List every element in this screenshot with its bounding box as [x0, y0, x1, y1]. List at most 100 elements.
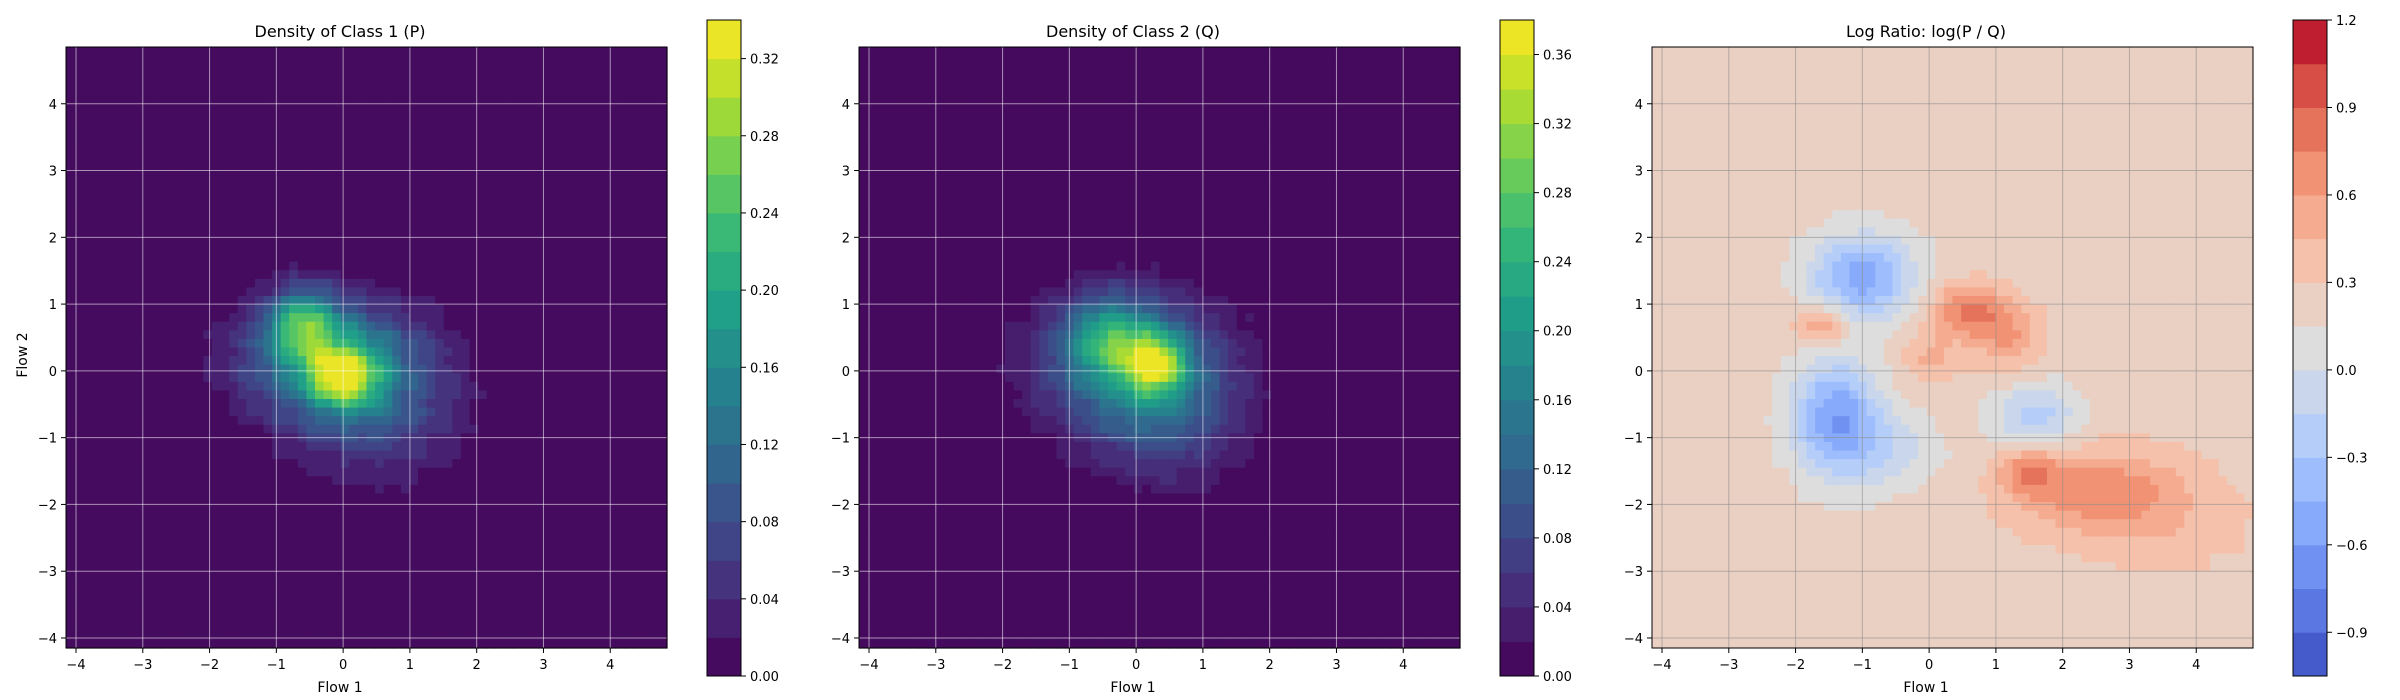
heatmap-cell [563, 562, 574, 572]
heatmap-cell [186, 47, 196, 57]
heatmap-cell [220, 527, 230, 537]
heatmap-cell [649, 356, 660, 366]
heatmap-cell [615, 201, 625, 211]
heatmap-cell [512, 295, 522, 306]
heatmap-cell [649, 72, 660, 82]
heatmap-cell [375, 587, 385, 598]
heatmap-cell [220, 98, 230, 108]
heatmap-cell [108, 287, 119, 297]
heatmap-cell [143, 338, 153, 349]
heatmap-cell [512, 184, 522, 194]
heatmap-cell [349, 347, 359, 357]
heatmap-cell [478, 295, 488, 306]
heatmap-cell [357, 630, 368, 641]
heatmap-cell [572, 416, 582, 426]
heatmap-cell [194, 605, 204, 615]
heatmap-cell [529, 519, 539, 529]
heatmap-cell [366, 587, 376, 598]
heatmap-cell [220, 218, 230, 228]
heatmap-cell [349, 235, 359, 246]
heatmap-cell [108, 89, 119, 100]
heatmap-cell [606, 416, 617, 426]
heatmap-cell [229, 364, 239, 374]
heatmap-cell [478, 167, 488, 177]
heatmap-cell [375, 304, 385, 314]
heatmap-cell [581, 167, 591, 177]
heatmap-cell [521, 579, 531, 589]
heatmap-cell [332, 55, 342, 65]
heatmap-cell [117, 184, 127, 194]
heatmap-cell [177, 459, 187, 469]
heatmap-cell [452, 201, 462, 211]
heatmap-cell [340, 364, 350, 374]
heatmap-cell [443, 261, 453, 271]
heatmap-cell [624, 81, 634, 91]
heatmap-cell [177, 210, 187, 220]
heatmap-cell [323, 553, 333, 563]
heatmap-cell [443, 304, 453, 314]
heatmap-cell [186, 64, 196, 74]
heatmap-cell [529, 55, 539, 65]
heatmap-cell [160, 639, 170, 649]
heatmap-cell [512, 124, 522, 134]
heatmap-cell [435, 167, 445, 177]
heatmap-cell [297, 399, 307, 409]
heatmap-cell [91, 536, 101, 546]
heatmap-cell [443, 639, 453, 649]
heatmap-cell [254, 587, 265, 598]
heatmap-cell [624, 235, 634, 246]
heatmap-cell [563, 321, 574, 331]
heatmap-cell [117, 321, 127, 331]
heatmap-cell [91, 304, 101, 314]
heatmap-cell [332, 562, 342, 572]
heatmap-cell [134, 261, 144, 271]
heatmap-cell [641, 390, 651, 400]
heatmap-cell [572, 347, 582, 357]
heatmap-cell [194, 536, 204, 546]
heatmap-cell [134, 502, 144, 512]
heatmap-cell [143, 167, 153, 177]
heatmap-cell [521, 210, 531, 220]
heatmap-cell [74, 158, 84, 168]
heatmap-cell [280, 295, 290, 306]
heatmap-cell [503, 235, 514, 246]
heatmap-cell [349, 544, 359, 555]
heatmap-cell [117, 476, 127, 486]
heatmap-cell [211, 107, 222, 117]
heatmap-cell [426, 579, 436, 589]
heatmap-cell [357, 579, 368, 589]
heatmap-cell [229, 89, 239, 100]
heatmap-cell [572, 536, 582, 546]
heatmap-cell [486, 244, 496, 254]
heatmap-cell [160, 227, 170, 237]
heatmap-cell [443, 630, 453, 641]
heatmap-cell [220, 124, 230, 134]
heatmap-cell [598, 55, 608, 65]
heatmap-cell [503, 605, 514, 615]
heatmap-cell [581, 115, 591, 125]
heatmap-cell [143, 373, 153, 383]
heatmap-cell [383, 261, 393, 271]
heatmap-cell [357, 287, 368, 297]
heatmap-cell [229, 459, 239, 469]
heatmap-cell [521, 72, 531, 82]
heatmap-cell [297, 287, 307, 297]
heatmap-cell [254, 132, 265, 143]
heatmap-cell [357, 278, 368, 288]
heatmap-cell [641, 141, 651, 151]
heatmap-cell [409, 124, 419, 134]
heatmap-cell [186, 459, 196, 469]
heatmap-cell [572, 218, 582, 228]
heatmap-cell [503, 270, 514, 280]
heatmap-cell [297, 270, 307, 280]
heatmap-cell [521, 338, 531, 349]
heatmap-cell [186, 321, 196, 331]
heatmap-cell [486, 519, 496, 529]
heatmap-cell [478, 579, 488, 589]
heatmap-cell [418, 544, 428, 555]
heatmap-cell [211, 184, 222, 194]
heatmap-cell [452, 373, 462, 383]
heatmap-cell [357, 450, 368, 460]
heatmap-cell [366, 347, 376, 357]
heatmap-cell [503, 562, 514, 572]
